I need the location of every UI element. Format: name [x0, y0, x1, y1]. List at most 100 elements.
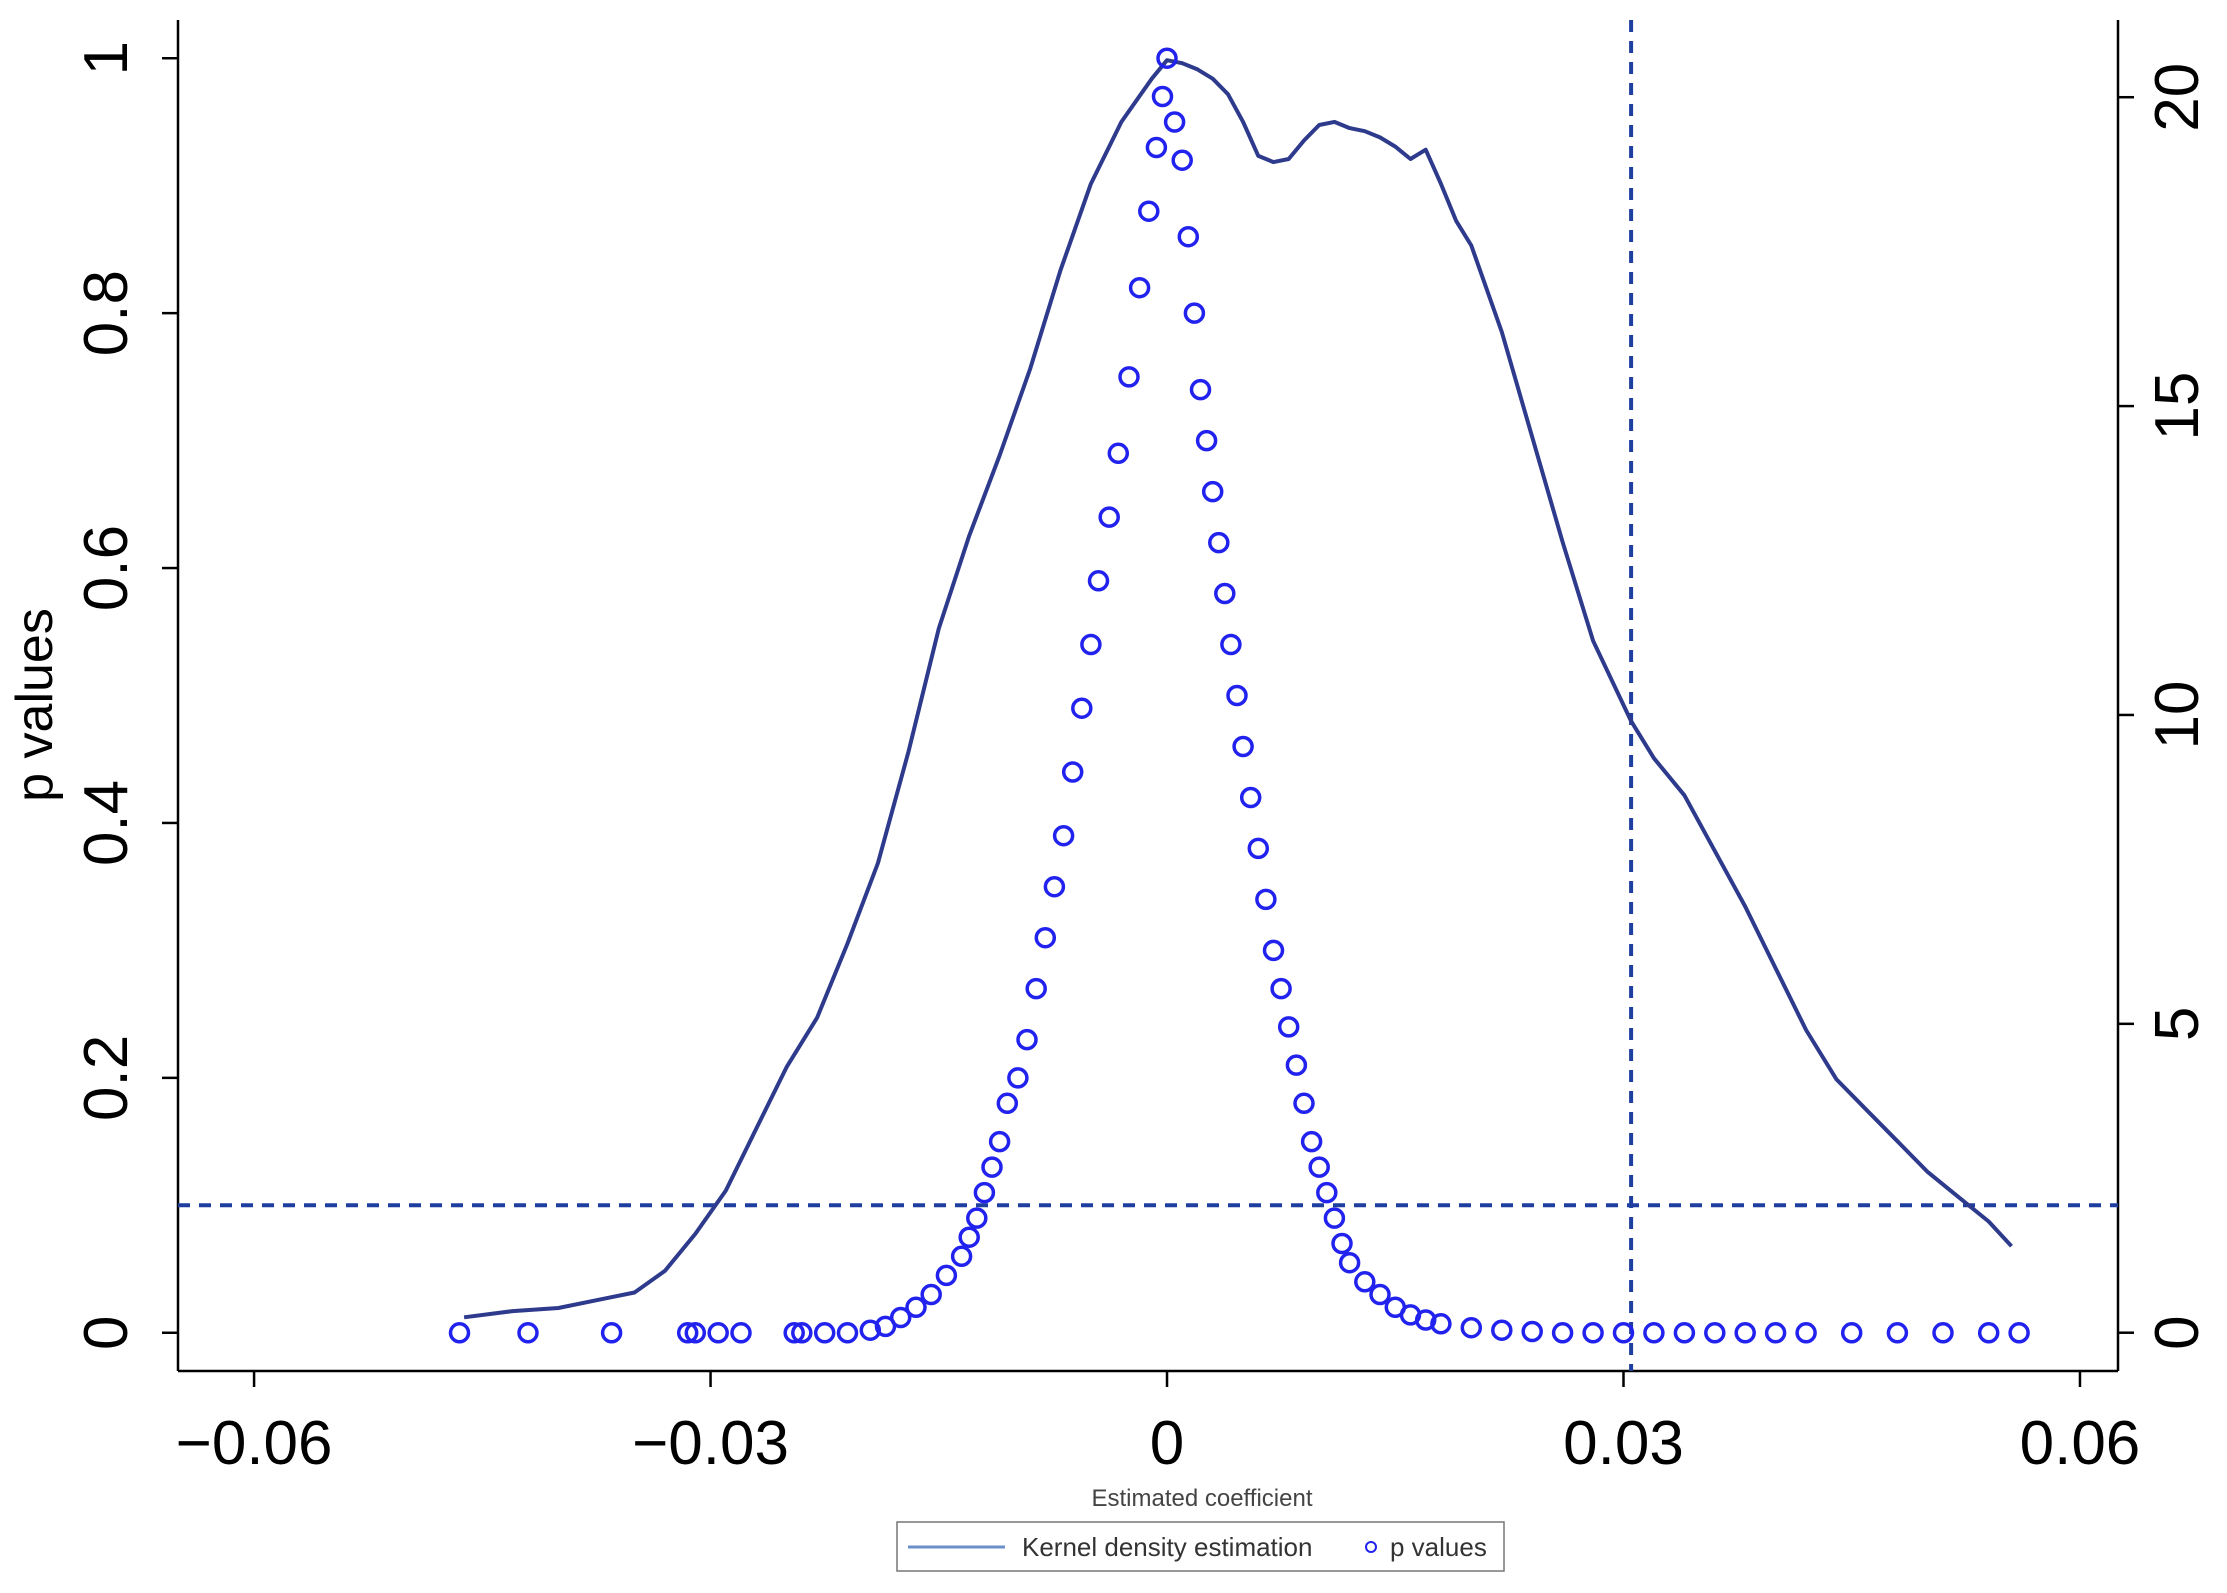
pvalue-point [1331, 1232, 1353, 1255]
pvalue-point [1232, 735, 1254, 758]
y-axis-title: p values [6, 608, 64, 802]
pvalue-point [1071, 697, 1093, 719]
pvalue-point [1025, 977, 1047, 1000]
pvalue-point [920, 1283, 942, 1306]
pvalue-point [1118, 366, 1140, 388]
pvalue-point [996, 1092, 1019, 1115]
pvalue-point [1201, 480, 1224, 503]
pvalue-point [935, 1264, 958, 1287]
pvalue-point [1247, 837, 1270, 860]
pvalue-point [1673, 1322, 1696, 1344]
pvalue-point [1098, 506, 1120, 528]
pvalue-point [1177, 225, 1200, 248]
x-tick-label: 0.03 [1563, 1409, 1684, 1478]
pvalue-point [1369, 1283, 1391, 1306]
pvalue-point [1156, 47, 1178, 69]
pvalue-point [1704, 1322, 1726, 1344]
pvalue-point [676, 1322, 699, 1344]
pvalue-point [1034, 926, 1057, 949]
pvalue-point [2008, 1322, 2030, 1344]
pvalue-point [1612, 1322, 1635, 1344]
pvalue-point [889, 1306, 912, 1329]
pvalue-point [981, 1156, 1003, 1178]
pvalue-point [1643, 1322, 1665, 1344]
pvalue-point [1163, 111, 1186, 133]
pvalue-point [1491, 1319, 1513, 1341]
pvalue-point [973, 1181, 996, 1204]
legend-marker-pvalues [1365, 1541, 1377, 1553]
y2-tick-label: 5 [2143, 1007, 2212, 1041]
x-tick-label: −0.06 [176, 1409, 333, 1478]
pvalue-point [1795, 1322, 1817, 1344]
pvalue-point [1080, 633, 1102, 656]
y-tick-label: 0.6 [72, 525, 141, 611]
pvalue-series [448, 47, 2030, 1344]
pvalue-point [1323, 1207, 1346, 1229]
pvalue-point [707, 1322, 729, 1344]
pvalue-point [1138, 200, 1160, 222]
y-tick-label: 0.8 [72, 270, 141, 356]
pvalue-point [1430, 1313, 1452, 1335]
pvalue-point [1016, 1028, 1038, 1051]
pvalue-point [1189, 378, 1212, 401]
pvalue-point [448, 1322, 471, 1344]
y-tick-label: 0.4 [72, 780, 141, 866]
pvalue-point [1061, 761, 1084, 783]
y-axis-right: 0 5 10 15 20 [2118, 63, 2212, 1350]
y-tick-label: 0.2 [72, 1035, 141, 1121]
pvalue-point [1582, 1322, 1604, 1344]
x-tick-label: −0.03 [632, 1409, 789, 1478]
pvalue-point [1460, 1316, 1483, 1339]
y2-tick-label: 15 [2143, 372, 2212, 441]
pvalue-point [1886, 1322, 1909, 1344]
pvalue-point [1932, 1322, 1954, 1344]
x-axis-title: Estimated coefficient [1091, 1485, 1312, 1512]
pvalue-point [1551, 1322, 1574, 1344]
pvalue-point [874, 1315, 897, 1338]
legend-label-pvalues: p values [1390, 1532, 1487, 1562]
pvalue-point [1255, 888, 1277, 911]
pvalue-point [1308, 1156, 1330, 1178]
y-tick-label: 1 [72, 41, 141, 75]
pvalue-point [836, 1322, 859, 1344]
plot-frame [176, 20, 2120, 1373]
pvalue-point [1183, 302, 1206, 324]
density-series [463, 58, 2013, 1320]
pvalue-point [783, 1322, 805, 1344]
pvalue-point [1338, 1251, 1361, 1274]
pvalue-point [1293, 1092, 1315, 1115]
pvalue-point [1220, 633, 1242, 656]
legend: Kernel density estimation p values [896, 1521, 1505, 1572]
pvalue-point [950, 1245, 973, 1268]
pvalue-point [1043, 875, 1066, 898]
pvalue-point [988, 1130, 1011, 1153]
pvalue-point [730, 1322, 752, 1344]
y-axis-left: 0 0.2 0.4 0.6 0.8 1 [72, 41, 178, 1350]
y2-tick-label: 0 [2143, 1315, 2212, 1349]
pvalue-point [958, 1226, 980, 1248]
pvalue-point [1107, 442, 1130, 465]
x-tick-label: 0.06 [2020, 1409, 2141, 1478]
pvalue-point [1226, 684, 1248, 707]
y-tick-label: 0 [72, 1316, 141, 1350]
pvalue-point [813, 1322, 836, 1344]
pvalue-point [1840, 1322, 1863, 1344]
pvalue-point [1521, 1320, 1543, 1343]
pvalue-point [1208, 531, 1230, 554]
pvalue-point [1239, 786, 1262, 809]
pvalue-point [1171, 149, 1193, 171]
pvalue-point [1764, 1322, 1787, 1344]
y2-tick-label: 20 [2143, 63, 2212, 132]
pvalue-point [600, 1322, 623, 1344]
pvalue-point [1354, 1271, 1376, 1293]
pvalue-point [1734, 1322, 1756, 1344]
pvalue-point [517, 1322, 539, 1344]
pvalue-point [1285, 1054, 1308, 1076]
pvalue-point [1277, 1016, 1300, 1038]
pvalue-point [684, 1322, 707, 1344]
pvalue-point [1316, 1181, 1338, 1204]
pvalue-point [1262, 939, 1285, 962]
pvalue-point [1007, 1067, 1029, 1089]
x-axis: −0.06 −0.03 0 0.03 0.06 [176, 1371, 2141, 1478]
